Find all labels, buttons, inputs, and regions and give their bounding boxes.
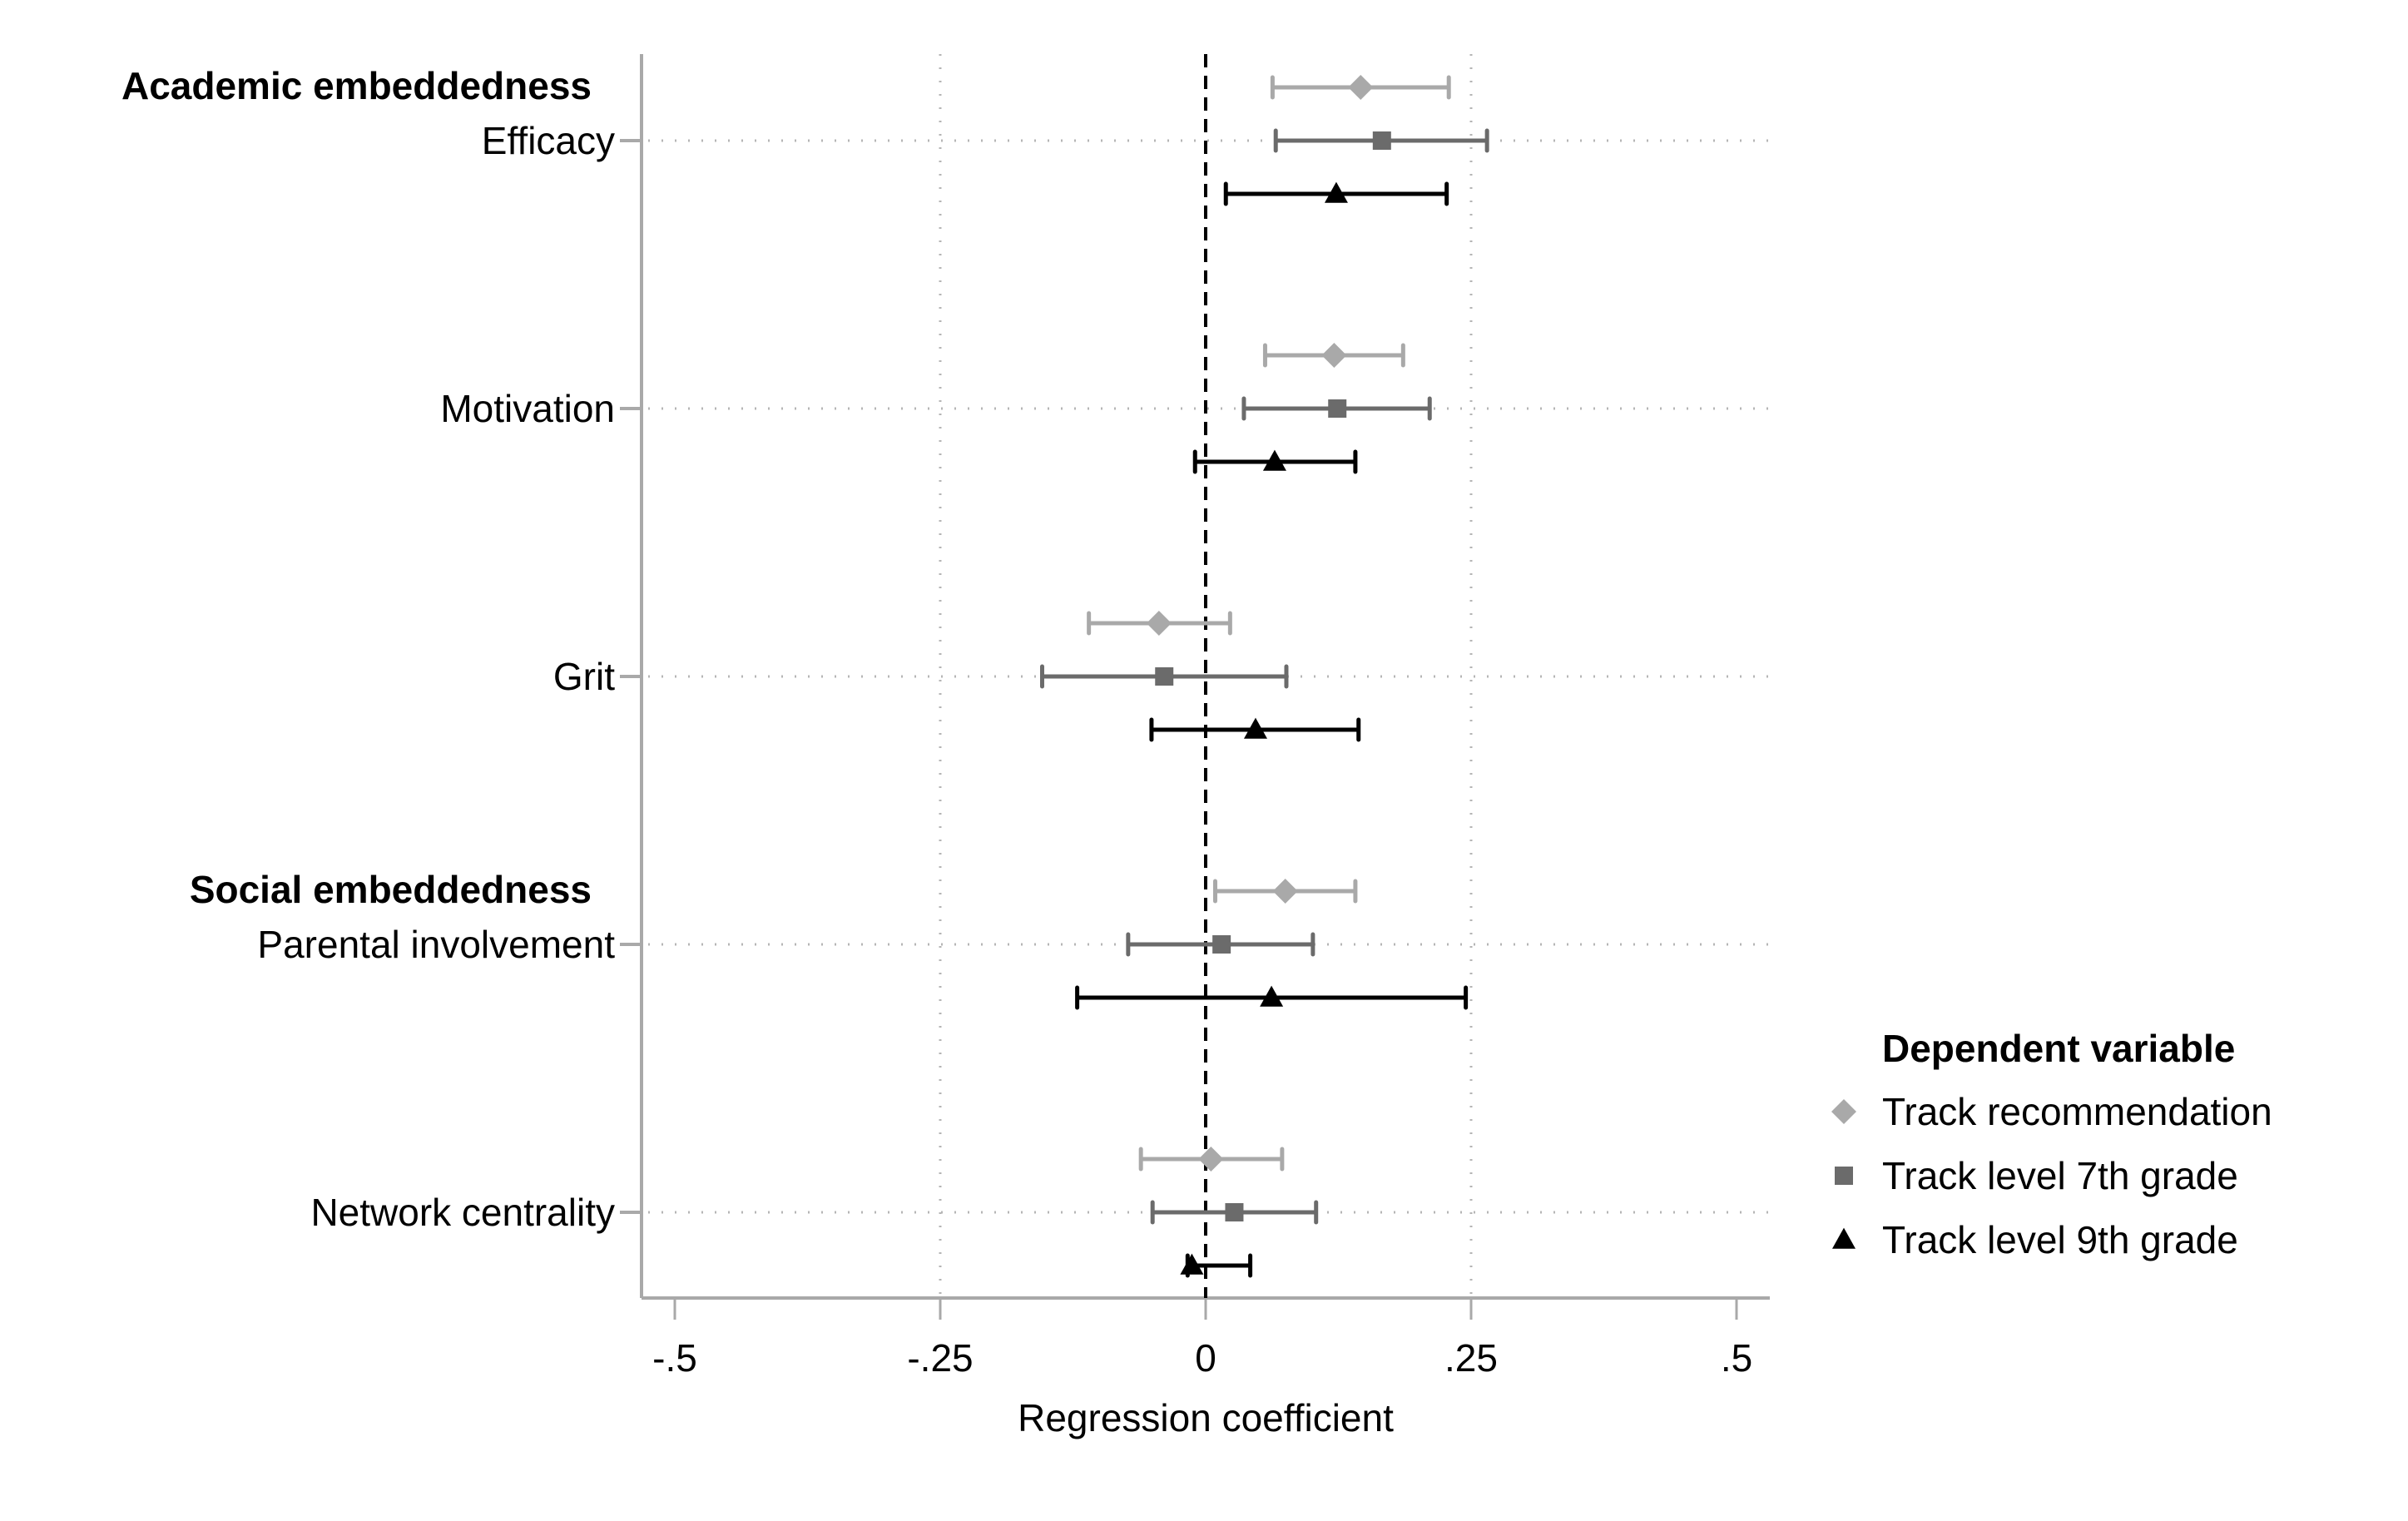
legend-label: Track level 9th grade [1882,1218,2238,1261]
point-estimate [1155,667,1174,686]
legend-triangle-icon [1832,1227,1856,1249]
legend-entry: Track recommendation [1831,1090,2272,1133]
axes [620,54,1770,1320]
y-tick-label: Motivation [440,387,615,430]
legend-square-icon [1835,1167,1853,1185]
legend-entry: Track level 7th grade [1835,1154,2238,1197]
y-axis-labels: Efficacy Motivation Grit Parental involveme… [121,64,615,1234]
point-estimate [1225,1203,1244,1221]
y-tick-label: Grit [553,655,615,698]
series-diamond [1087,75,1451,1172]
point-estimate [1328,399,1347,418]
legend-title: Dependent variable [1882,1027,2235,1070]
point-estimate [1146,611,1172,636]
group-label: Academic embeddedness [121,64,592,107]
group-label: Social embeddedness [190,868,592,911]
point-estimate [1260,985,1284,1007]
y-tick-label: Network centrality [310,1191,615,1234]
x-tick-label: -.5 [652,1336,697,1380]
x-tick-label: 0 [1195,1336,1216,1380]
x-axis-title: Regression coefficient [1018,1396,1394,1439]
point-estimate [1212,935,1231,954]
legend: Dependent variable Track recommendation T… [1831,1027,2272,1261]
x-axis-labels: -.5 -.25 0 .25 .5 [652,1336,1752,1380]
point-estimate [1272,879,1298,904]
x-tick-label: -.25 [907,1336,973,1380]
y-tick-label: Efficacy [482,119,615,162]
legend-diamond-icon [1831,1099,1856,1124]
point-estimate [1262,449,1286,471]
point-estimate [1243,717,1267,739]
x-tick-label: .25 [1444,1336,1498,1380]
legend-label: Track level 7th grade [1882,1154,2238,1197]
legend-entry: Track level 9th grade [1832,1218,2238,1261]
y-tick-label: Parental involvement [257,923,615,966]
point-estimate [1321,343,1347,368]
point-estimate [1324,181,1348,203]
point-estimate [1372,131,1391,150]
point-estimate [1180,1253,1204,1275]
point-estimate [1198,1147,1224,1172]
data-marks [1039,75,1489,1278]
series-triangle [1075,181,1469,1278]
point-estimate [1348,75,1374,100]
x-tick-label: .5 [1721,1336,1752,1380]
series-square [1039,128,1489,1225]
legend-label: Track recommendation [1882,1090,2272,1133]
